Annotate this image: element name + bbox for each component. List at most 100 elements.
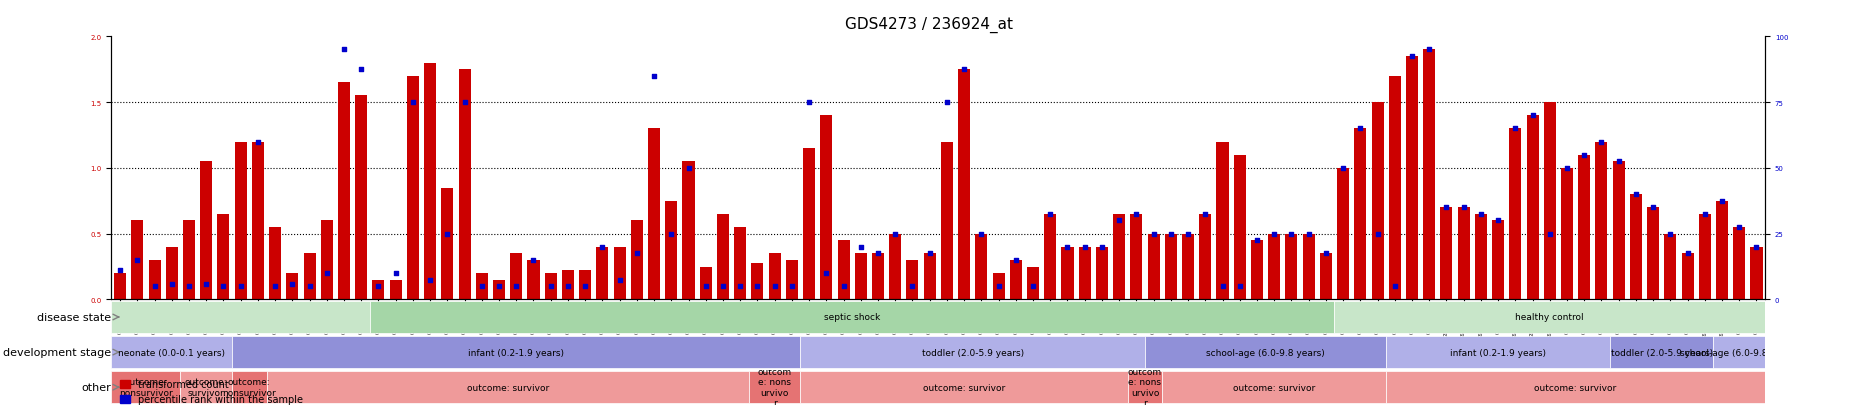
FancyBboxPatch shape <box>180 371 232 403</box>
Bar <box>182 221 195 300</box>
Bar <box>1526 116 1538 300</box>
Text: outcome: survivor: outcome: survivor <box>466 383 548 392</box>
Bar <box>475 273 488 300</box>
Point <box>1018 283 1047 290</box>
Point <box>1344 126 1374 132</box>
Bar <box>1508 129 1521 300</box>
Point <box>227 283 256 290</box>
Bar <box>665 201 678 300</box>
Point <box>1361 231 1391 237</box>
Bar <box>750 263 763 300</box>
Point <box>1380 283 1409 290</box>
Point <box>191 281 221 287</box>
Point <box>1276 231 1305 237</box>
Bar <box>579 271 591 300</box>
Point <box>880 231 910 237</box>
Point <box>604 277 633 283</box>
Point <box>1482 218 1512 224</box>
Point <box>1053 244 1083 251</box>
Bar <box>734 228 747 300</box>
Point <box>724 283 754 290</box>
Bar <box>1458 208 1469 300</box>
Point <box>1638 204 1668 211</box>
Point <box>518 257 548 263</box>
Point <box>932 100 962 106</box>
Point <box>1155 231 1185 237</box>
Bar <box>1268 234 1279 300</box>
FancyBboxPatch shape <box>800 337 1144 368</box>
Point <box>312 270 342 277</box>
Point <box>1207 283 1237 290</box>
Point <box>1603 159 1632 165</box>
Point <box>1465 211 1495 218</box>
Text: outcome: survivor: outcome: survivor <box>1534 383 1616 392</box>
Point <box>864 250 893 257</box>
Point <box>1690 211 1720 218</box>
Point <box>329 47 358 54</box>
FancyBboxPatch shape <box>111 301 370 333</box>
Text: school-age (6.0-9.8 years): school-age (6.0-9.8 years) <box>1679 348 1798 357</box>
Text: septic shock: septic shock <box>825 313 880 322</box>
Bar <box>1027 267 1038 300</box>
Point <box>1396 54 1426 60</box>
FancyBboxPatch shape <box>232 371 266 403</box>
Bar <box>149 260 160 300</box>
Point <box>345 66 375 73</box>
Bar <box>1181 234 1194 300</box>
Bar <box>819 116 832 300</box>
Bar <box>217 214 230 300</box>
FancyBboxPatch shape <box>1127 371 1162 403</box>
Bar <box>769 254 780 300</box>
FancyBboxPatch shape <box>1385 371 1764 403</box>
Point <box>416 277 446 283</box>
Bar <box>1079 247 1090 300</box>
Bar <box>1543 103 1554 300</box>
Bar <box>906 260 917 300</box>
Text: school-age (6.0-9.8 years): school-age (6.0-9.8 years) <box>1205 348 1324 357</box>
Point <box>1122 211 1151 218</box>
Point <box>381 270 410 277</box>
Bar <box>321 221 332 300</box>
Text: healthy control: healthy control <box>1515 313 1584 322</box>
Point <box>553 283 583 290</box>
Point <box>1500 126 1530 132</box>
Bar <box>1387 76 1400 300</box>
Bar <box>269 228 280 300</box>
Point <box>1103 218 1133 224</box>
Bar <box>1733 228 1744 300</box>
Point <box>485 283 514 290</box>
Bar <box>1422 50 1434 300</box>
Bar <box>561 271 574 300</box>
Bar <box>355 96 368 300</box>
Text: neonate (0.0-0.1 years): neonate (0.0-0.1 years) <box>119 348 225 357</box>
Point <box>1138 231 1168 237</box>
Point <box>1328 165 1357 172</box>
Text: infant (0.2-1.9 years): infant (0.2-1.9 years) <box>1448 348 1545 357</box>
Bar <box>303 254 316 300</box>
Point <box>1619 191 1649 198</box>
Point <box>776 283 806 290</box>
Point <box>123 257 152 263</box>
Bar <box>1370 103 1383 300</box>
Bar <box>854 254 867 300</box>
Point <box>260 283 290 290</box>
Bar <box>253 142 264 300</box>
Bar <box>338 83 349 300</box>
Point <box>1172 231 1201 237</box>
Point <box>466 283 496 290</box>
FancyBboxPatch shape <box>111 371 180 403</box>
FancyBboxPatch shape <box>748 371 800 403</box>
Bar <box>958 70 969 300</box>
FancyBboxPatch shape <box>1333 301 1764 333</box>
Text: outcome:
nonsurvivor: outcome: nonsurvivor <box>119 377 173 397</box>
Bar <box>201 162 212 300</box>
Point <box>1671 250 1701 257</box>
Bar <box>1749 247 1762 300</box>
Text: outcome: survivor: outcome: survivor <box>1233 383 1315 392</box>
Point <box>1448 204 1478 211</box>
Point <box>243 139 273 145</box>
Point <box>708 283 737 290</box>
Point <box>175 283 204 290</box>
Bar <box>1664 234 1675 300</box>
Point <box>639 73 669 80</box>
